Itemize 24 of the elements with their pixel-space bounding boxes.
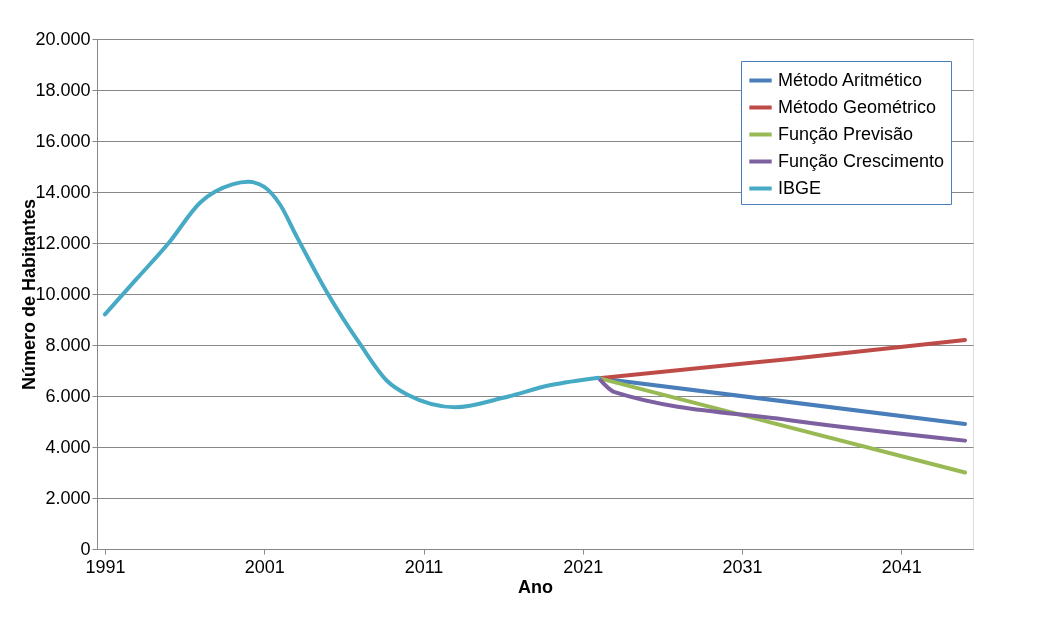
- x-tick-label: 2041: [881, 556, 922, 577]
- legend-label: Método Geométrico: [778, 96, 937, 117]
- y-tick-label: 14.000: [35, 181, 91, 202]
- legend-label: Função Crescimento: [778, 150, 945, 171]
- x-tick-label: 2001: [244, 556, 285, 577]
- x-tick-label: 2021: [563, 556, 604, 577]
- y-tick-label: 0: [80, 538, 91, 559]
- y-tick-label: 12.000: [35, 232, 91, 253]
- x-tick-label: 2011: [404, 556, 444, 577]
- legend-label: Método Aritmético: [778, 69, 923, 90]
- y-tick-label: 16.000: [35, 130, 91, 151]
- line-series: [596, 376, 968, 443]
- x-tick-label: 2031: [722, 556, 763, 577]
- y-tick-label: 6.000: [45, 385, 91, 406]
- x-tick-label: 1991: [85, 556, 126, 577]
- y-tick-label: 8.000: [45, 334, 91, 355]
- y-tick-label: 18.000: [35, 79, 91, 100]
- legend-label: Função Previsão: [778, 123, 914, 144]
- legend-label: IBGE: [778, 177, 822, 198]
- y-tick-label: 20.000: [35, 28, 91, 49]
- y-tick-label: 4.000: [45, 436, 91, 457]
- y-tick-label: 2.000: [45, 487, 91, 508]
- line-series: [102, 179, 601, 410]
- x-axis-title: Ano: [518, 576, 553, 597]
